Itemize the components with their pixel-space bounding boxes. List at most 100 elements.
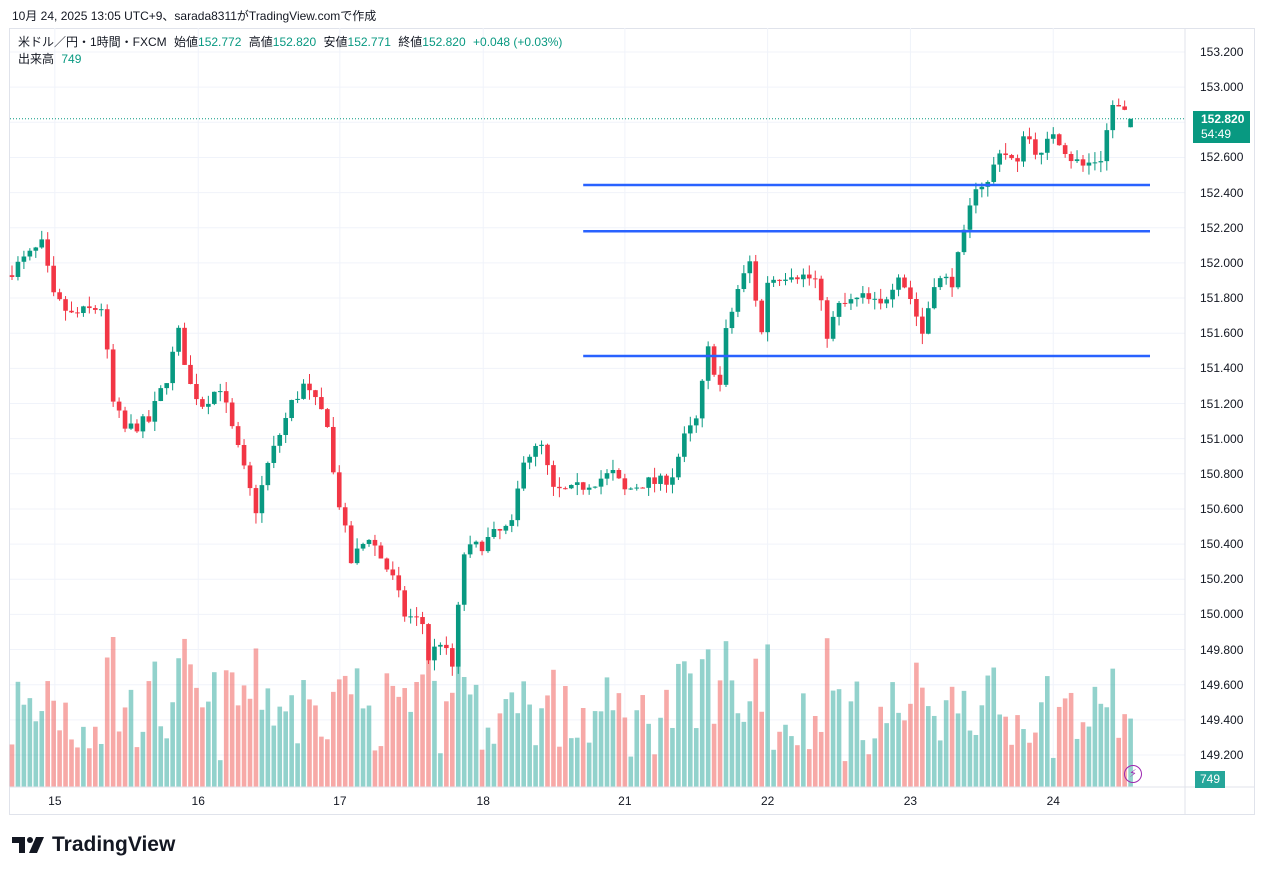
candle-body [1098, 161, 1104, 163]
volume-bar [818, 731, 824, 787]
volume-bar [890, 682, 895, 787]
candle-body [354, 548, 360, 564]
volume-bar [747, 701, 753, 787]
volume-bar [610, 710, 616, 787]
candle-body [426, 624, 431, 661]
volume-bar [985, 675, 991, 787]
volume-bar [116, 731, 122, 787]
volume-bar [473, 684, 479, 787]
price-tick: 151.200 [1200, 396, 1244, 411]
candle-body [301, 383, 306, 399]
candle-body [717, 374, 723, 385]
volume-bar [63, 702, 68, 787]
last-price-label: 152.820 54:49 [1193, 111, 1250, 143]
volume-bar [325, 739, 330, 787]
candle-body [223, 391, 229, 403]
volume-bar [699, 659, 705, 787]
candle-body [313, 390, 318, 398]
candle-body [503, 525, 509, 531]
candle-body [1128, 118, 1133, 128]
candle-body [152, 401, 158, 422]
price-tick: 150.000 [1200, 607, 1244, 622]
volume-bar [848, 701, 854, 787]
open-label: 始値 [174, 35, 199, 49]
time-tick: 22 [760, 794, 775, 808]
volume-bar [1086, 726, 1092, 787]
symbol-label[interactable]: 米ドル／円・1時間・FXCM [18, 35, 167, 49]
candle-body [914, 299, 919, 317]
price-tick: 151.000 [1200, 431, 1244, 446]
volume-bar [896, 712, 901, 787]
candle-body [420, 617, 425, 625]
volume-bar [682, 661, 687, 787]
volume-bar [640, 695, 645, 787]
volume-bar [783, 724, 788, 787]
volume-bar [931, 715, 937, 787]
candle-body [9, 275, 15, 277]
volume-bar [521, 681, 526, 787]
price-tick: 151.600 [1200, 326, 1244, 341]
legend: 米ドル／円・1時間・FXCM 始値152.772 高値152.820 安値152… [18, 34, 566, 68]
candle-body [818, 278, 824, 301]
volume-bar [628, 756, 634, 787]
volume-label: 出来高 [18, 52, 55, 66]
volume-bar [200, 707, 205, 787]
volume-bar [884, 723, 889, 787]
candle-body [783, 279, 788, 281]
volume-bar [807, 749, 812, 787]
time-tick: 18 [476, 794, 490, 808]
time-tick: 21 [618, 794, 632, 808]
volume-bar [479, 749, 485, 787]
volume-bar [979, 705, 985, 787]
candle-body [640, 487, 645, 489]
volume-bar [676, 663, 681, 787]
volume-bar [283, 711, 288, 787]
volume-bar [295, 743, 300, 787]
candle-body [1050, 134, 1056, 139]
candle-body [1056, 134, 1062, 146]
candle-body [771, 279, 776, 283]
volume-bar [842, 761, 848, 787]
candle-body [622, 478, 628, 490]
candle-body [705, 346, 711, 381]
price-tick: 153.200 [1200, 45, 1244, 59]
candle-body [461, 554, 467, 605]
candle-body [795, 277, 800, 280]
candle-body [931, 287, 937, 309]
candle-body [450, 648, 455, 667]
candle-body [610, 469, 616, 474]
volume-bar [336, 679, 342, 787]
volume-bar [378, 746, 384, 787]
candle-body [182, 327, 187, 365]
candle-body [253, 488, 259, 514]
volume-bar [206, 701, 211, 787]
volume-bar [509, 692, 515, 787]
volume-bar [551, 669, 556, 787]
volume-bar [241, 685, 247, 787]
candle-body [961, 229, 967, 253]
volume-bar [354, 668, 360, 787]
price-tick: 149.800 [1200, 642, 1244, 657]
candle-body [360, 543, 366, 549]
lightning-icon[interactable]: ⚡ [1124, 765, 1142, 783]
candle-body [229, 402, 235, 427]
candle-body [866, 293, 872, 300]
volume-bar [634, 710, 640, 787]
candle-body [1015, 158, 1020, 162]
volume-bar [408, 711, 413, 787]
candle-body [676, 456, 681, 478]
candle-body [533, 445, 538, 457]
volume-bar [503, 699, 509, 787]
volume-bar [402, 688, 407, 787]
volume-bar [455, 644, 461, 787]
volume-bar [777, 731, 782, 787]
tradingview-logo[interactable]: TradingView [12, 833, 175, 857]
candle-body [51, 265, 56, 293]
volume-bar [390, 685, 396, 787]
volume-bar [414, 682, 419, 787]
volume-bar [563, 686, 568, 787]
volume-bar [604, 677, 610, 787]
candle-body [372, 539, 378, 546]
candle-body [759, 300, 764, 333]
